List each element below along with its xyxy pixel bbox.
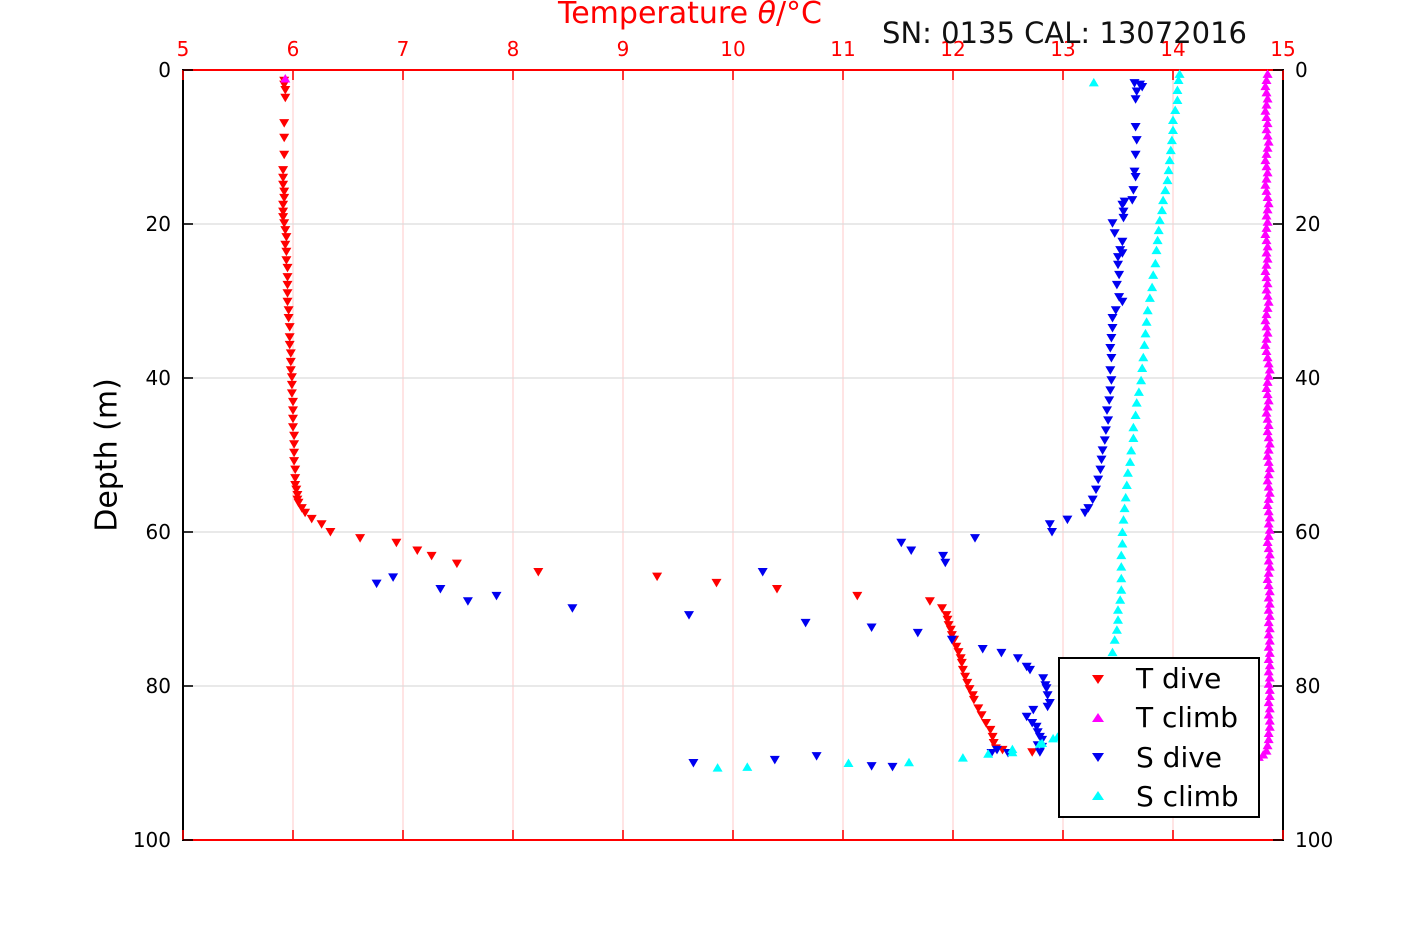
x-tick-label: 10 <box>720 37 745 61</box>
y-tick-label-left: 80 <box>146 674 171 698</box>
y-tick-label-right: 20 <box>1295 212 1320 236</box>
legend-label: T climb <box>1136 701 1239 735</box>
triangle-down-icon <box>1084 750 1112 764</box>
legend-item-t-dive: T dive <box>1060 662 1258 695</box>
triangle-down-icon <box>1084 672 1112 686</box>
x-tick-label: 11 <box>830 37 855 61</box>
chart-title-text: Temperature <box>558 0 758 31</box>
x-tick-label: 15 <box>1270 37 1295 61</box>
x-tick-label: 7 <box>397 37 410 61</box>
y-tick-label-left: 100 <box>133 828 171 852</box>
x-tick-label: 5 <box>177 37 190 61</box>
x-tick-label: 13 <box>1050 37 1075 61</box>
y-tick-label-right: 80 <box>1295 674 1320 698</box>
x-tick-label: 9 <box>617 37 630 61</box>
series-t-dive <box>278 76 1038 757</box>
y-tick-label-right: 40 <box>1295 366 1320 390</box>
y-axis-label: Depth (m) <box>89 378 125 532</box>
x-tick-label: 12 <box>940 37 965 61</box>
series-t-climb <box>280 69 1275 764</box>
y-tick-label-left: 0 <box>158 58 171 82</box>
legend-label: S climb <box>1136 779 1239 813</box>
serial-calibration-label: SN: 0135 CAL: 13072016 <box>882 16 1247 50</box>
legend-item-t-climb: T climb <box>1060 701 1258 734</box>
series-s-dive <box>371 79 1148 772</box>
triangle-up-icon <box>1084 711 1112 725</box>
y-tick-label-left: 20 <box>146 212 171 236</box>
triangle-up-icon <box>1084 789 1112 803</box>
legend-label: T dive <box>1136 662 1222 696</box>
y-tick-label-left: 40 <box>146 366 171 390</box>
legend-label: S dive <box>1136 740 1223 774</box>
y-tick-label-right: 100 <box>1295 828 1333 852</box>
theta-symbol: θ <box>757 0 776 31</box>
y-tick-label-right: 0 <box>1295 58 1308 82</box>
chart-title: Temperature θ/°C <box>260 0 1120 31</box>
legend-item-s-climb: S climb <box>1060 780 1258 813</box>
x-tick-label: 14 <box>1160 37 1185 61</box>
y-tick-label-left: 60 <box>146 520 171 544</box>
tick-marks <box>182 69 1284 841</box>
y-tick-label-right: 60 <box>1295 520 1320 544</box>
x-tick-label: 8 <box>507 37 520 61</box>
x-tick-label: 6 <box>287 37 300 61</box>
legend-item-s-dive: S dive <box>1060 741 1258 774</box>
legend: T dive T climb S dive S climb <box>1058 657 1260 818</box>
chart-title-units: /°C <box>775 0 822 31</box>
